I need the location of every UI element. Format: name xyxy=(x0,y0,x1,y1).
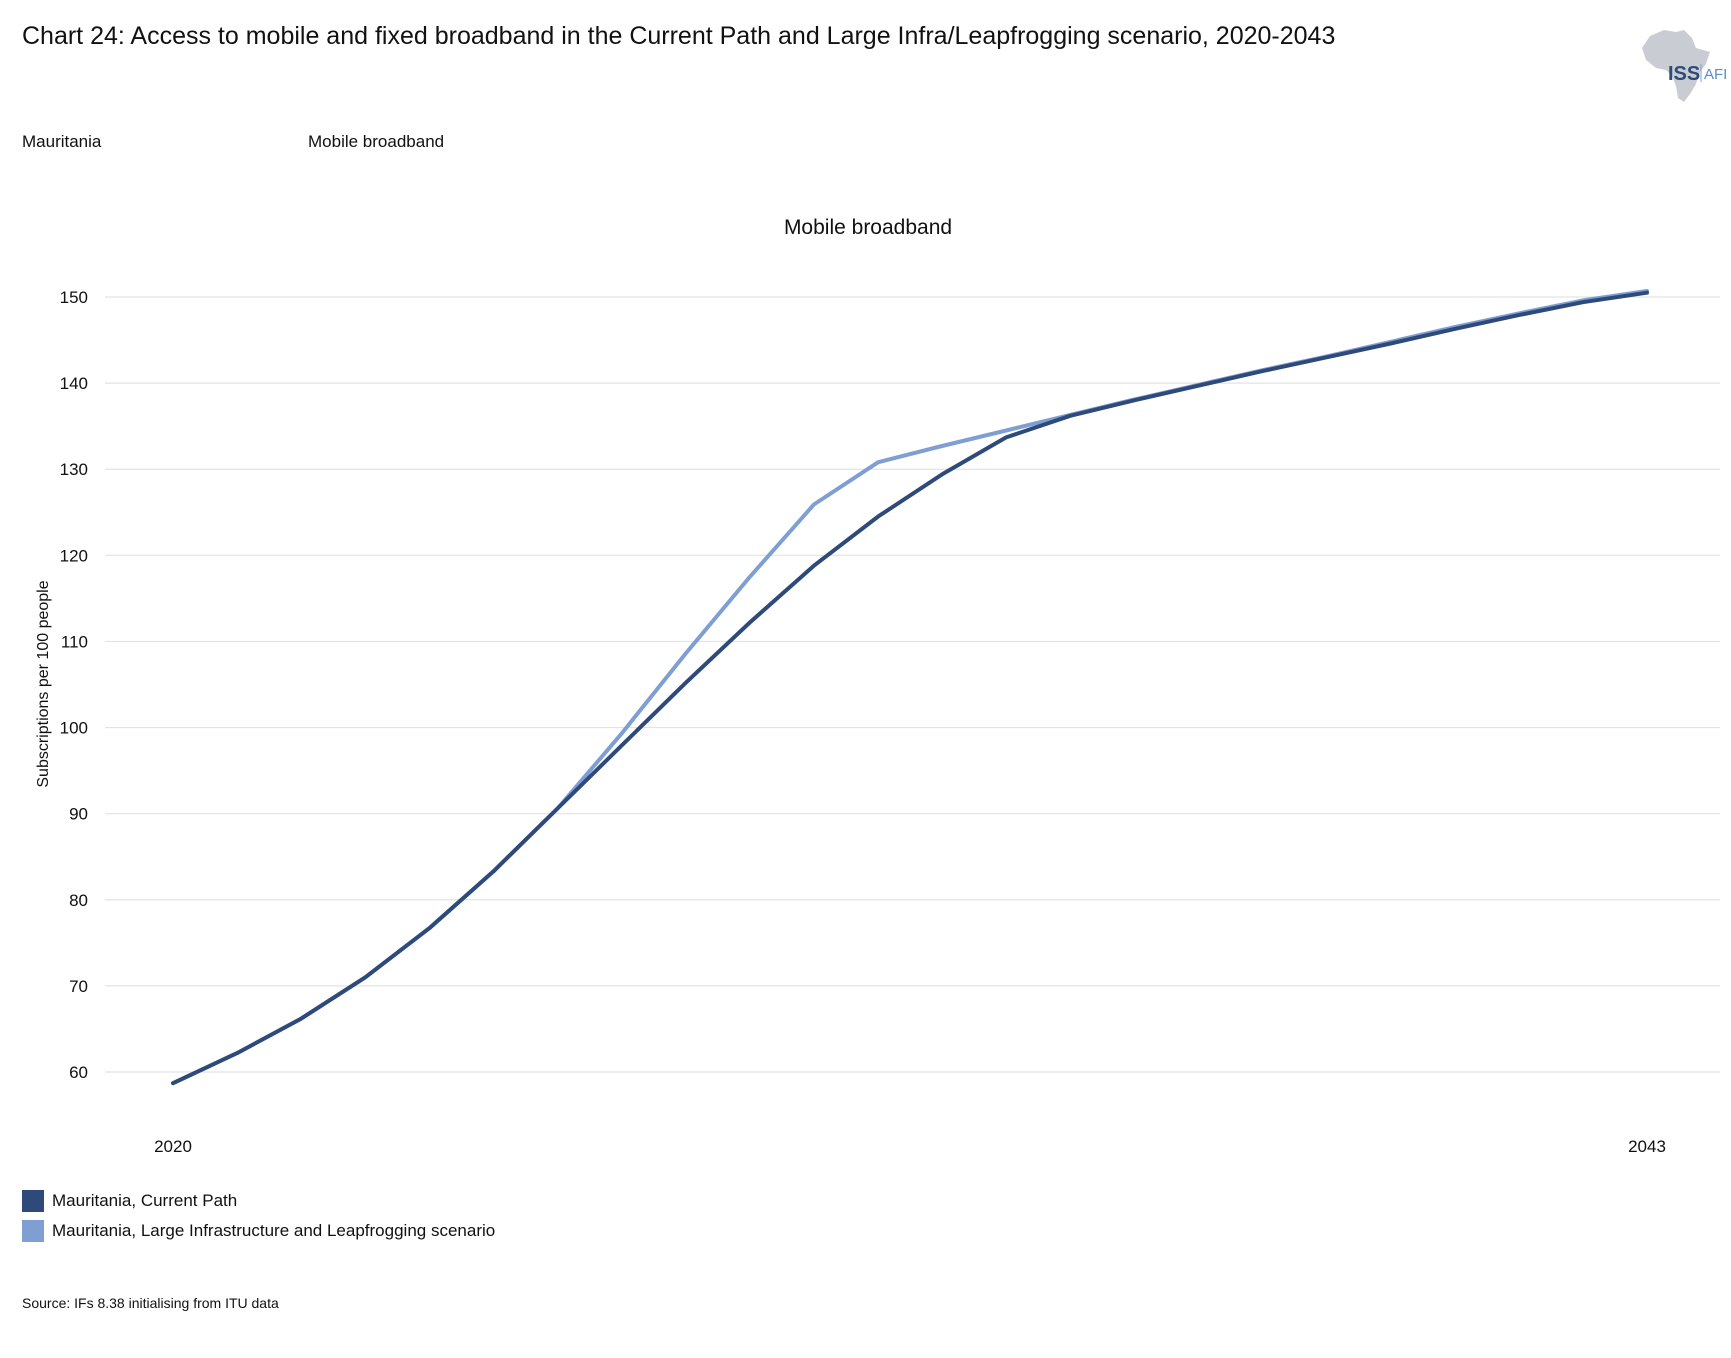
series-line-current-path xyxy=(171,290,1649,1086)
gridlines xyxy=(105,296,1720,1073)
y-tick-label: 150 xyxy=(60,288,88,307)
plot-title: Mobile broadband xyxy=(784,216,952,239)
chart-title: Chart 24: Access to mobile and fixed bro… xyxy=(22,22,1336,50)
y-tick-label: 70 xyxy=(69,977,88,996)
logo-primary-text: ISS xyxy=(1668,63,1700,85)
legend-swatch-current-path xyxy=(22,1190,44,1212)
legend-swatch-scenario xyxy=(22,1220,44,1242)
legend: Mauritania, Current Path Mauritania, Lar… xyxy=(22,1186,495,1246)
y-tick-label: 140 xyxy=(60,374,88,393)
x-tick-label: 2020 xyxy=(154,1137,192,1156)
y-tick-label: 110 xyxy=(61,632,88,651)
y-tick-label: 60 xyxy=(69,1063,88,1082)
indicator-filter[interactable]: Mobile broadband xyxy=(308,132,445,151)
line-chart: 60 70 80 90 100 110 120 130 140 150 2020 2043 Mobi… xyxy=(35,216,1720,1156)
series-lines xyxy=(171,289,1649,1086)
series-line-scenario xyxy=(171,289,1649,1086)
legend-label-scenario: Mauritania, Large Infrastructure and Lea… xyxy=(52,1221,496,1240)
legend-label-current-path: Mauritania, Current Path xyxy=(52,1191,238,1210)
y-tick-label: 80 xyxy=(69,891,88,910)
legend-item-scenario[interactable]: Mauritania, Large Infrastructure and Lea… xyxy=(22,1216,495,1246)
y-tick-label: 130 xyxy=(60,460,88,479)
country-filter[interactable]: Mauritania xyxy=(22,132,102,151)
africa-map-icon xyxy=(1642,30,1710,102)
y-axis-label: Subscriptions per 100 people xyxy=(35,580,52,787)
y-tick-label: 120 xyxy=(60,546,88,565)
iss-afi-logo: ISS AFI xyxy=(1642,30,1726,102)
legend-item-current-path[interactable]: Mauritania, Current Path xyxy=(22,1186,495,1216)
x-axis-ticks: 2020 2043 xyxy=(154,1137,1666,1156)
y-tick-label: 100 xyxy=(60,719,88,738)
x-tick-label: 2043 xyxy=(1628,1137,1666,1156)
y-axis-ticks: 60 70 80 90 100 110 120 130 140 150 xyxy=(60,288,88,1082)
source-note: Source: IFs 8.38 initialising from ITU d… xyxy=(22,1295,279,1311)
y-tick-label: 90 xyxy=(69,805,88,824)
logo-secondary-text: AFI xyxy=(1704,66,1726,83)
